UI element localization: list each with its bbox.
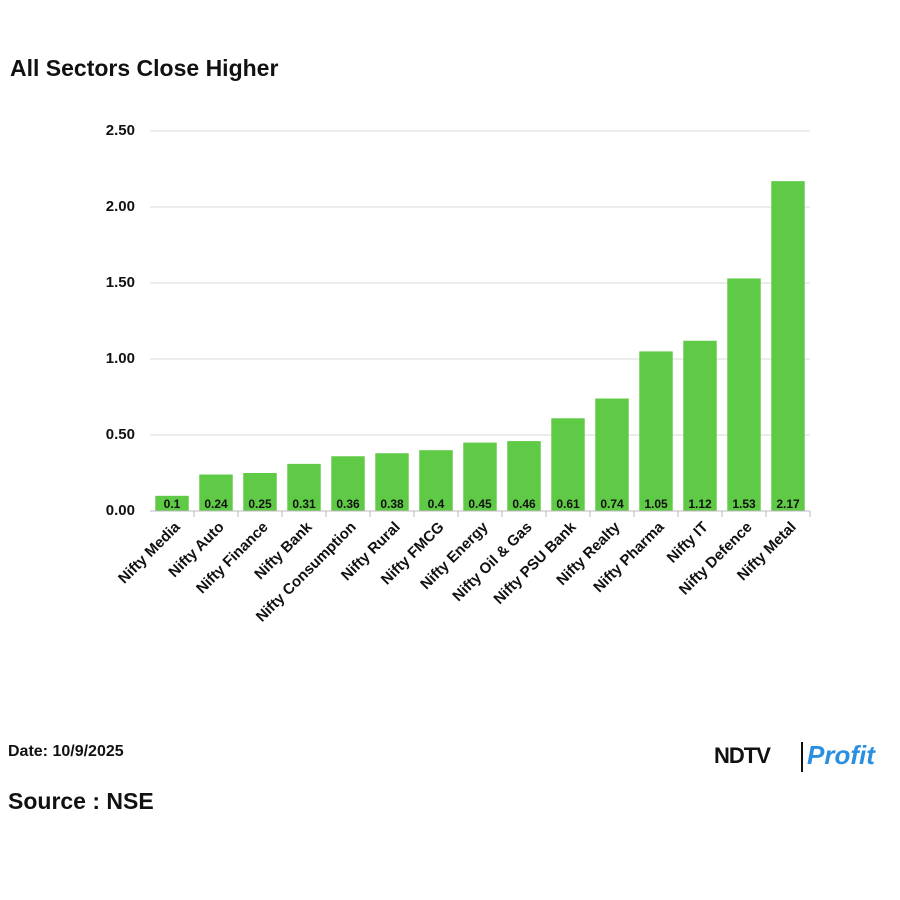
- bar: [639, 351, 673, 511]
- value-label: 1.12: [688, 497, 712, 511]
- date: Date: 10/9/2025: [8, 743, 124, 760]
- value-label: 0.45: [468, 497, 492, 511]
- value-label: 1.53: [732, 497, 756, 511]
- value-label: 0.46: [512, 497, 536, 511]
- y-tick-label: 1.00: [106, 350, 135, 367]
- y-tick-label: 2.00: [106, 198, 135, 215]
- bar: [507, 441, 541, 511]
- value-label: 0.74: [600, 497, 624, 511]
- bar: [375, 453, 409, 511]
- value-label: 0.31: [292, 497, 316, 511]
- bar: [243, 473, 277, 511]
- bar: [155, 495, 189, 511]
- bar: [771, 181, 805, 511]
- y-tick-label: 1.50: [106, 274, 135, 291]
- value-label: 2.17: [776, 497, 800, 511]
- x-tick-label: Nifty Oil & Gas: [449, 519, 535, 605]
- bar: [727, 278, 761, 511]
- bar: [287, 463, 321, 511]
- bar: [331, 456, 365, 511]
- bar: [199, 474, 233, 511]
- value-label: 0.1: [164, 497, 181, 511]
- chart-title: All Sectors Close Higher: [10, 55, 278, 81]
- value-label: 0.61: [556, 497, 580, 511]
- bar: [595, 398, 629, 511]
- y-tick-label: 2.50: [106, 122, 135, 139]
- bar: [463, 442, 497, 511]
- y-tick-label: 0.50: [106, 426, 135, 443]
- value-label: 0.4: [428, 497, 445, 511]
- value-label: 0.38: [380, 497, 404, 511]
- logo-product: Profit: [807, 740, 876, 770]
- value-label: 0.24: [204, 497, 228, 511]
- logo-brand: NDTV: [714, 743, 771, 768]
- bar: [551, 418, 585, 511]
- source: Source : NSE: [8, 788, 154, 814]
- y-tick-label: 0.00: [106, 502, 135, 519]
- value-label: 0.25: [248, 497, 272, 511]
- bar: [683, 340, 717, 511]
- value-label: 1.05: [644, 497, 668, 511]
- value-label: 0.36: [336, 497, 360, 511]
- bar: [419, 450, 453, 511]
